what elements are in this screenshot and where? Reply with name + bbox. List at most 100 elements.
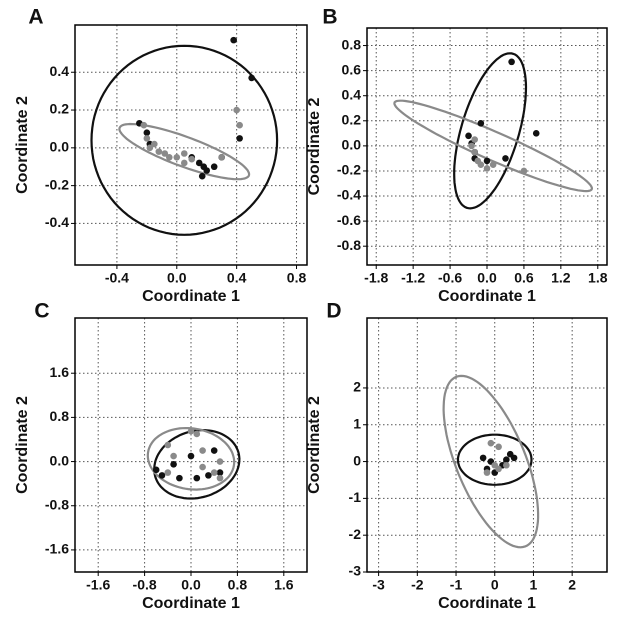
x-axis-label: Coordinate 1	[142, 595, 240, 612]
point	[210, 469, 218, 476]
point	[188, 155, 196, 163]
x-tick-label: 0.4	[227, 270, 247, 286]
y-tick-label: -0.2	[45, 176, 69, 192]
point	[193, 430, 201, 438]
ellipse	[90, 44, 279, 236]
point	[468, 142, 475, 150]
panel-label: D	[326, 300, 341, 323]
point	[503, 461, 510, 469]
point	[471, 148, 478, 156]
y-tick-label: -0.6	[337, 212, 361, 228]
x-tick-label: -1.2	[401, 270, 425, 286]
point	[199, 447, 206, 454]
y-tick-label: -1	[349, 489, 362, 505]
x-tick-label: 1	[530, 577, 538, 593]
x-tick-label: -1.8	[364, 270, 388, 286]
point	[216, 469, 224, 476]
point	[146, 144, 154, 152]
point	[173, 153, 181, 161]
point	[199, 463, 206, 471]
plot-frame	[366, 27, 608, 266]
point	[487, 439, 495, 447]
point	[520, 167, 528, 175]
y-tick-label: 0.2	[342, 111, 362, 127]
point	[195, 159, 203, 167]
point	[151, 140, 158, 148]
point	[180, 150, 188, 157]
plot-frame	[74, 24, 308, 266]
y-tick-label: -0.4	[45, 214, 69, 230]
x-tick-label: -2	[411, 577, 424, 593]
y-tick-label: 0	[353, 452, 361, 468]
y-tick-label: -1.6	[45, 541, 69, 557]
point	[236, 135, 243, 142]
x-tick-label: 1.6	[274, 577, 294, 593]
point	[503, 456, 510, 464]
x-tick-label: 0.6	[514, 270, 534, 286]
point	[210, 447, 218, 454]
y-tick-label: 0.4	[50, 63, 70, 79]
panel-label: B	[322, 6, 337, 29]
point	[193, 474, 201, 482]
point	[164, 469, 172, 476]
ellipse	[453, 52, 528, 210]
y-tick-label: 0.8	[342, 36, 362, 52]
y-tick-label: 0.0	[50, 139, 70, 155]
x-tick-label: 0.8	[228, 577, 248, 593]
y-tick-label: 0.6	[342, 61, 362, 77]
y-axis-label: Coordinate 2	[14, 96, 31, 194]
point	[216, 474, 224, 482]
point	[155, 148, 163, 155]
point	[140, 121, 148, 129]
point	[216, 458, 224, 465]
point	[508, 58, 515, 66]
y-tick-label: -0.4	[337, 187, 361, 203]
point	[248, 74, 255, 82]
y-tick-label: 0.0	[50, 452, 70, 468]
x-tick-label: -0.4	[105, 270, 129, 286]
point	[483, 157, 491, 165]
x-tick-label: -0.8	[133, 577, 157, 593]
point	[510, 454, 518, 462]
y-tick-label: -0.8	[337, 237, 361, 253]
y-tick-label: 1.6	[50, 364, 70, 380]
ellipse	[146, 427, 236, 491]
y-tick-label: 0.4	[342, 86, 362, 102]
x-tick-label: 0.0	[167, 270, 187, 286]
x-axis-label: Coordinate 1	[142, 288, 240, 305]
y-axis-label: Coordinate 2	[306, 396, 323, 494]
point	[164, 441, 172, 449]
panel-label: C	[34, 300, 49, 323]
point	[218, 153, 225, 161]
y-tick-label: 0.8	[50, 408, 70, 424]
ellipse	[153, 429, 241, 500]
x-tick-label: 2	[568, 577, 576, 593]
x-tick-label: -3	[372, 577, 385, 593]
ellipse	[456, 433, 533, 486]
point	[203, 167, 211, 174]
point	[532, 130, 540, 137]
x-tick-label: -1	[450, 577, 463, 593]
point	[170, 461, 177, 468]
point	[143, 135, 151, 142]
y-axis-label: Coordinate 2	[306, 98, 323, 196]
x-tick-label: 0	[491, 577, 499, 593]
point	[477, 161, 485, 168]
ellipse	[118, 122, 251, 181]
point	[165, 153, 173, 161]
y-tick-label: -0.8	[45, 496, 69, 512]
ellipse	[442, 374, 540, 549]
point	[176, 474, 183, 482]
y-tick-label: 2	[353, 379, 361, 395]
plot-frame	[366, 317, 608, 573]
point	[187, 452, 195, 460]
point	[230, 36, 237, 44]
x-tick-label: 1.2	[551, 270, 571, 286]
point	[477, 120, 485, 127]
x-axis-label: Coordinate 1	[438, 595, 536, 612]
x-tick-label: -0.6	[438, 270, 462, 286]
point	[198, 172, 206, 180]
point	[491, 461, 499, 469]
point	[483, 165, 491, 172]
panel-label: A	[28, 6, 43, 29]
